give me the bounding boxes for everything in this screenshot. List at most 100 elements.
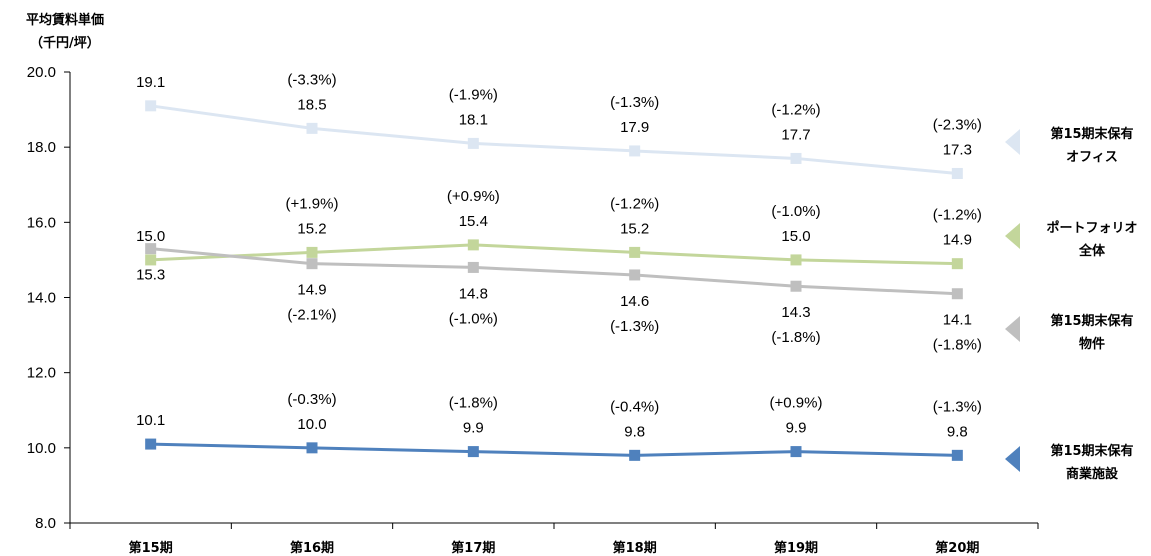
- data-point-office: [790, 152, 802, 164]
- data-point-portfolio: [790, 254, 802, 266]
- data-point-portfolio: [306, 246, 318, 258]
- change-label-portfolio: (-1.2%): [933, 207, 982, 224]
- change-label-commercial: (+0.9%): [770, 395, 823, 412]
- x-tick-label: 第15期: [129, 540, 173, 556]
- data-point-office: [145, 100, 157, 112]
- legend-arrow-portfolio: [1005, 223, 1020, 249]
- value-label-office: 17.7: [781, 126, 810, 143]
- change-label-property: (-1.0%): [449, 310, 498, 327]
- value-label-commercial: 9.9: [786, 420, 807, 437]
- series-office: [145, 100, 963, 179]
- value-label-commercial: 10.1: [136, 412, 165, 429]
- data-point-property: [629, 269, 641, 281]
- data-point-commercial: [790, 446, 802, 458]
- value-label-property: 14.3: [781, 304, 810, 321]
- series-line-property: [150, 247, 958, 296]
- y-tick-label: 16.0: [27, 214, 56, 231]
- data-point-commercial: [951, 449, 963, 461]
- value-label-portfolio: 15.4: [459, 213, 488, 230]
- value-label-property: 14.1: [943, 312, 972, 329]
- series-commercial: [145, 438, 963, 461]
- value-label-office: 18.5: [297, 96, 326, 113]
- legend-arrow-commercial: [1005, 446, 1020, 472]
- change-label-office: (-1.3%): [610, 94, 659, 111]
- series-line-commercial: [150, 442, 958, 457]
- y-tick-label: 12.0: [27, 365, 56, 382]
- value-label-office: 19.1: [136, 74, 165, 91]
- value-label-property: 14.6: [620, 293, 649, 310]
- data-point-property: [467, 261, 479, 273]
- value-label-portfolio: 15.2: [297, 220, 326, 237]
- data-point-portfolio: [467, 239, 479, 251]
- y-axis-unit-line-1: 平均賃料単価: [26, 12, 104, 28]
- change-label-property: (-2.1%): [287, 307, 336, 324]
- change-label-commercial: (-1.8%): [449, 395, 498, 412]
- value-label-property: 14.8: [459, 285, 488, 302]
- change-label-commercial: (-0.4%): [610, 398, 659, 415]
- data-point-commercial: [145, 438, 157, 450]
- series-layer: [145, 100, 963, 461]
- value-label-portfolio: 14.9: [943, 232, 972, 249]
- legend-label-line-2: オフィス: [1066, 150, 1118, 165]
- y-axis-unit-line-2: （千円/坪）: [30, 35, 100, 51]
- data-point-portfolio: [951, 258, 963, 270]
- change-label-property: (-1.8%): [771, 329, 820, 346]
- value-label-commercial: 10.0: [297, 416, 326, 433]
- y-tick-label: 8.0: [35, 515, 56, 532]
- data-point-portfolio: [145, 254, 157, 266]
- data-point-office: [306, 122, 318, 134]
- x-tick-label: 第16期: [290, 540, 334, 556]
- data-point-property: [951, 288, 963, 300]
- data-point-commercial: [467, 446, 479, 458]
- value-label-portfolio: 15.2: [620, 220, 649, 237]
- change-label-office: (-1.9%): [449, 86, 498, 103]
- x-tick-label: 第17期: [451, 540, 495, 556]
- change-label-portfolio: (-1.0%): [771, 203, 820, 220]
- data-point-office: [467, 137, 479, 149]
- value-label-property: 15.3: [136, 267, 165, 284]
- series-line-office: [150, 104, 958, 175]
- change-label-commercial: (-0.3%): [287, 391, 336, 408]
- legend-label-line-1: 第15期末保有: [1050, 126, 1133, 142]
- legend-label-line-2: 物件: [1079, 336, 1105, 352]
- value-label-commercial: 9.8: [947, 423, 968, 440]
- data-point-commercial: [629, 449, 641, 461]
- change-label-office: (-2.3%): [933, 116, 982, 133]
- data-point-office: [951, 167, 963, 179]
- legend-label-line-1: 第15期末保有: [1050, 443, 1133, 459]
- axes: 8.0 10.0 12.0 14.0 16.0 18.0 20.0 第15期 第16期 第17期 第…: [27, 64, 1039, 556]
- x-tick-label: 第20期: [935, 540, 979, 556]
- data-point-commercial: [306, 442, 318, 454]
- data-labels: 19.1 18.5 (-3.3%) 18.1 (-1.9%) 17.9 (-1.3%) 17.…: [136, 71, 982, 440]
- y-tick-label: 18.0: [27, 139, 56, 156]
- y-tick-label: 14.0: [27, 290, 56, 307]
- value-label-portfolio: 15.0: [136, 228, 165, 245]
- data-point-property: [306, 258, 318, 270]
- change-label-property: (-1.8%): [933, 337, 982, 354]
- value-label-portfolio: 15.0: [781, 228, 810, 245]
- value-label-office: 18.1: [459, 111, 488, 128]
- change-label-commercial: (-1.3%): [933, 398, 982, 415]
- legend-label-line-2: 全体: [1078, 243, 1106, 259]
- change-label-office: (-1.2%): [771, 101, 820, 118]
- value-label-office: 17.3: [943, 141, 972, 158]
- change-label-office: (-3.3%): [287, 71, 336, 88]
- legend-arrow-office: [1005, 129, 1020, 155]
- change-label-portfolio: (+0.9%): [447, 188, 500, 205]
- series-line-portfolio: [150, 243, 958, 266]
- value-label-commercial: 9.9: [463, 420, 484, 437]
- x-tick-label: 第18期: [613, 540, 657, 556]
- legend-label-line-1: ポートフォリオ: [1046, 220, 1137, 236]
- change-label-portfolio: (-1.2%): [610, 195, 659, 212]
- series-portfolio: [145, 239, 963, 270]
- value-label-office: 17.9: [620, 119, 649, 136]
- legend-arrow-property: [1005, 316, 1020, 342]
- value-label-commercial: 9.8: [624, 423, 645, 440]
- change-label-portfolio: (+1.9%): [286, 195, 339, 212]
- change-label-property: (-1.3%): [610, 318, 659, 335]
